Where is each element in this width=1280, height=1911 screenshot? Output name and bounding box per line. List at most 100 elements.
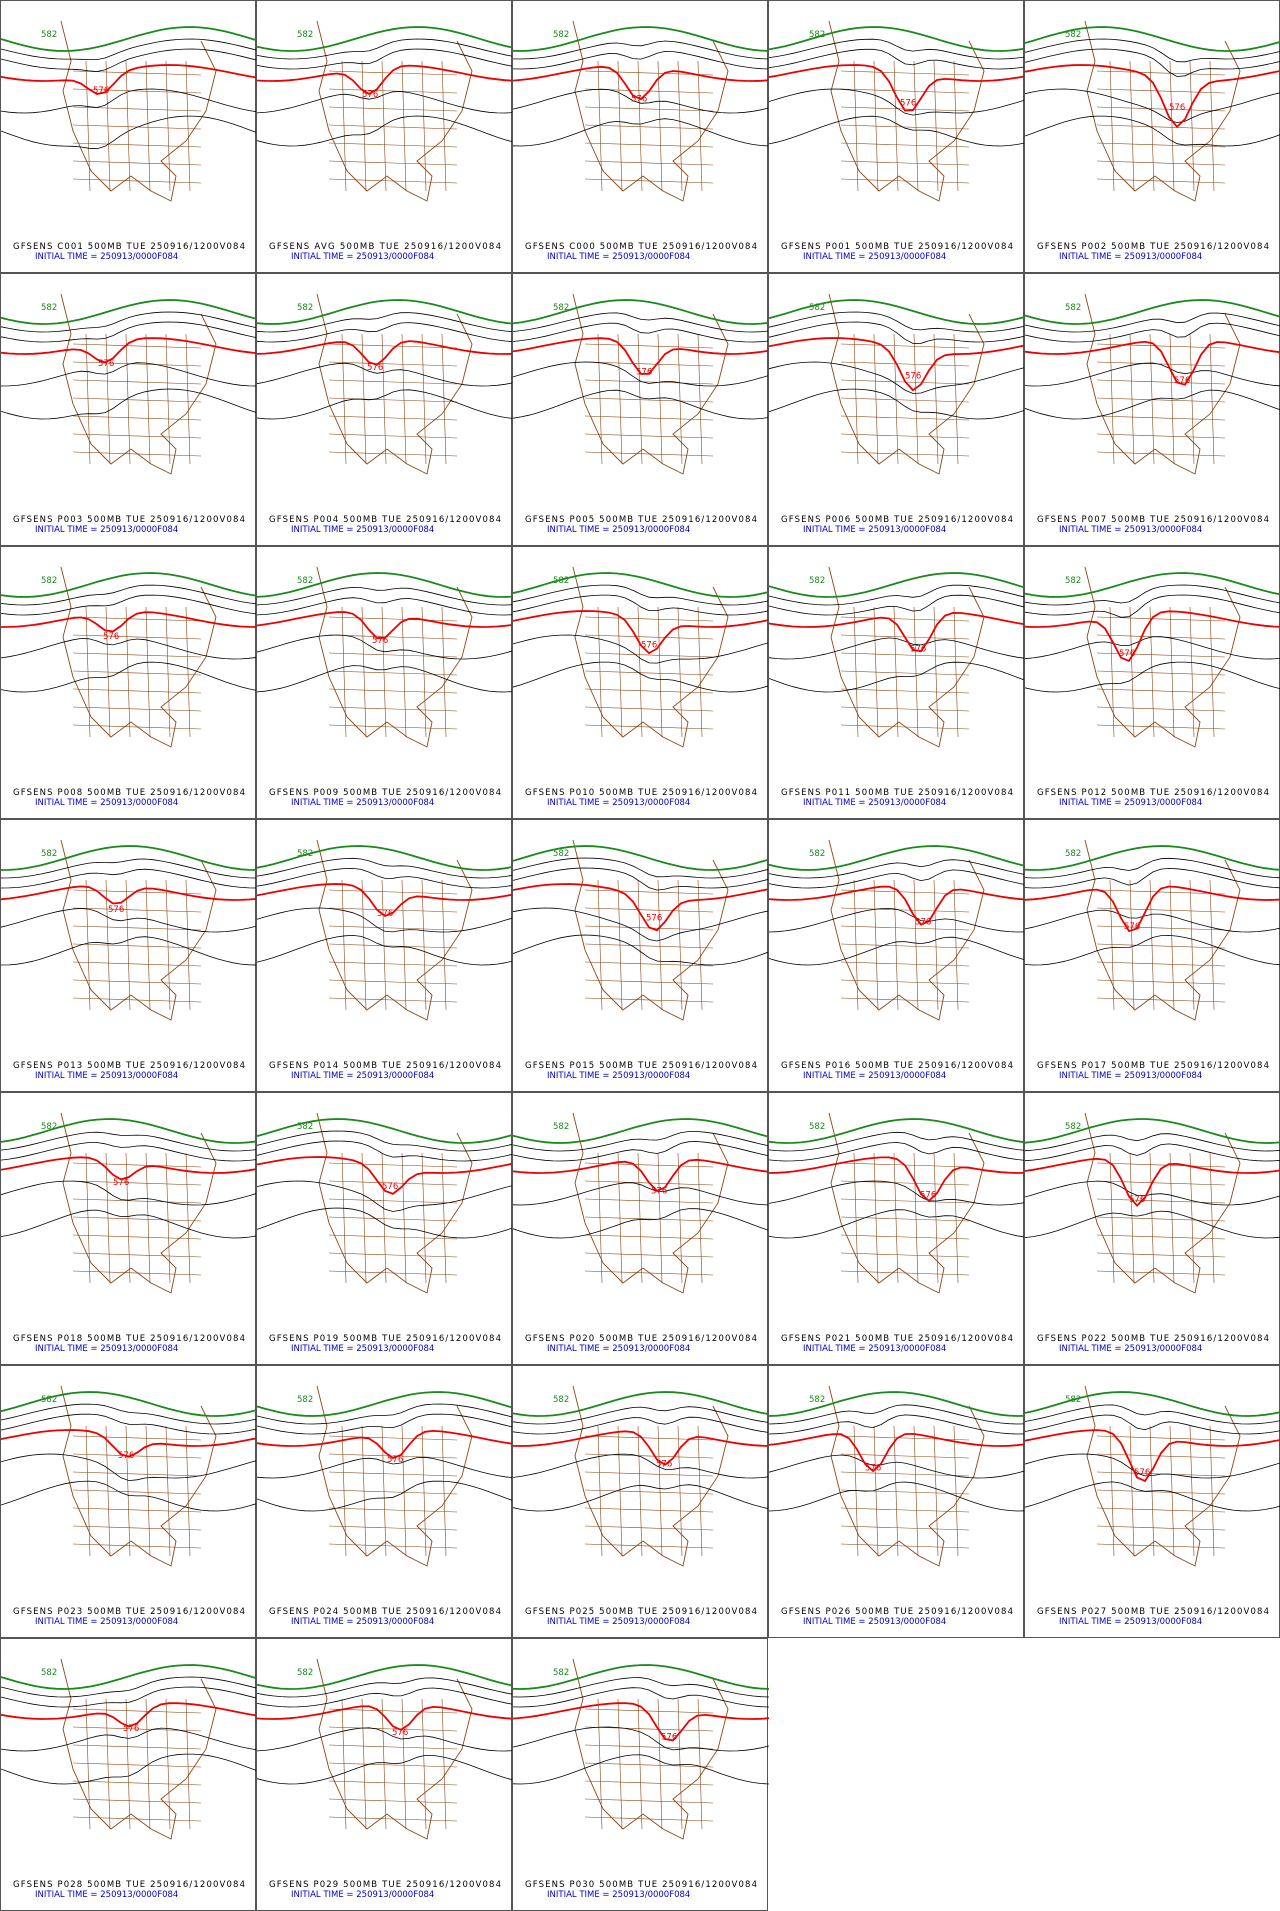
contour (1, 115, 257, 150)
state-border (1189, 606, 1195, 738)
contour (257, 1480, 513, 1512)
state-border (1096, 1180, 1226, 1186)
state-border (1129, 1425, 1135, 1557)
contour-label: 576 (631, 94, 647, 104)
state-border (637, 1152, 643, 1284)
contour-label: 582 (553, 30, 569, 40)
state-border (953, 1425, 959, 1557)
panel-title: GFSENS P016 500MB TUE 250916/1200V084 (781, 1061, 1013, 1071)
panel-title: GFSENS P005 500MB TUE 250916/1200V084 (525, 515, 757, 525)
contour-label: 582 (553, 1122, 569, 1132)
state-border (1096, 379, 1226, 385)
state-border (105, 1152, 111, 1284)
state-border (617, 879, 623, 1011)
state-border (840, 397, 970, 403)
state-border (341, 1698, 347, 1830)
state-border (441, 1698, 447, 1830)
contour-label: 582 (809, 849, 825, 859)
contour-label: 582 (809, 303, 825, 313)
state-border (328, 397, 458, 403)
ensemble-panel: 582 576 GFSENS P019 500MB TUE 250916/1200V… (256, 1092, 513, 1365)
contour-576 (1, 64, 257, 95)
contour (257, 312, 513, 333)
ensemble-panel: 582 576 GFSENS P012 500MB TUE 250916/1200V… (1024, 546, 1280, 819)
contour-582 (513, 1118, 769, 1144)
state-border (441, 60, 447, 192)
coastline (316, 566, 473, 748)
contour-582 (1025, 572, 1280, 598)
ensemble-panel: 582 576 GFSENS P011 500MB TUE 250916/1200V… (768, 546, 1025, 819)
panel-initial: INITIAL TIME = 250913/0000F084 (291, 525, 434, 535)
state-border (1096, 1435, 1226, 1441)
panel-title: GFSENS C001 500MB TUE 250916/1200V084 (13, 242, 245, 252)
state-border (328, 1744, 458, 1750)
ensemble-panel: 582 576 GFSENS P027 500MB TUE 250916/1200V… (1024, 1365, 1280, 1638)
panel-title: GFSENS P011 500MB TUE 250916/1200V084 (781, 788, 1013, 798)
map: 582 576 GFSENS P017 500MB TUE 250916/1200V… (1025, 839, 1280, 1081)
state-border (913, 1152, 919, 1284)
panel-initial: INITIAL TIME = 250913/0000F084 (35, 1890, 178, 1900)
contour-582 (257, 572, 513, 598)
map: 582 576 GFSENS P001 500MB TUE 250916/1200V… (769, 20, 1025, 262)
state-border (361, 1152, 367, 1284)
state-border (933, 333, 939, 465)
contour (1025, 38, 1280, 63)
contour-576 (769, 885, 1025, 926)
contour (513, 1406, 769, 1425)
panel-title: GFSENS P019 500MB TUE 250916/1200V084 (269, 1334, 501, 1344)
state-border (697, 60, 703, 192)
state-border (597, 1152, 603, 1284)
contour (257, 934, 513, 966)
state-border (328, 670, 458, 676)
contour-582 (257, 1391, 513, 1417)
contour-582 (513, 299, 769, 325)
state-border (584, 1798, 714, 1804)
state-border (584, 979, 714, 985)
state-border (125, 1698, 131, 1830)
state-border (584, 1453, 714, 1459)
panel-initial: INITIAL TIME = 250913/0000F084 (291, 1071, 434, 1081)
contour-label: 582 (809, 30, 825, 40)
panel-initial: INITIAL TIME = 250913/0000F084 (1059, 1344, 1202, 1354)
state-border (401, 333, 407, 465)
state-border (840, 616, 970, 622)
state-border (72, 652, 202, 658)
contour-582 (1, 299, 257, 325)
contour (1025, 1180, 1280, 1206)
ensemble-panel: 582 576 GFSENS P025 500MB TUE 250916/1200V… (512, 1365, 769, 1638)
coastline (1084, 1112, 1241, 1294)
state-border (185, 60, 191, 192)
panel-initial: INITIAL TIME = 250913/0000F084 (291, 1890, 434, 1900)
state-border (584, 907, 714, 913)
state-border (913, 1425, 919, 1557)
coastline (828, 293, 985, 475)
state-border (185, 1152, 191, 1284)
contour (1, 1180, 257, 1206)
state-border (697, 1698, 703, 1830)
panel-initial: INITIAL TIME = 250913/0000F084 (547, 1617, 690, 1627)
state-border (421, 333, 427, 465)
contour (257, 1727, 513, 1752)
map: 582 576 GFSENS P012 500MB TUE 250916/1200V… (1025, 566, 1280, 808)
contour (1025, 362, 1280, 387)
contour (257, 389, 513, 420)
contour (1025, 88, 1280, 124)
contour-576 (1, 885, 257, 905)
state-border (72, 1435, 202, 1441)
contour-label: 576 (1119, 649, 1135, 659)
state-border (597, 1425, 603, 1557)
panel-initial: INITIAL TIME = 250913/0000F084 (35, 1071, 178, 1081)
state-border (584, 634, 714, 640)
map: 582 576 GFSENS P003 500MB TUE 250916/1200V… (1, 293, 257, 535)
map: 582 576 GFSENS P018 500MB TUE 250916/1200V… (1, 1112, 257, 1354)
state-border (584, 1708, 714, 1714)
panel-initial: INITIAL TIME = 250913/0000F084 (291, 1617, 434, 1627)
state-border (840, 1471, 970, 1477)
state-border (72, 1762, 202, 1768)
state-border (328, 1816, 458, 1822)
state-border (1109, 879, 1115, 1011)
state-border (328, 1198, 458, 1204)
contour-576 (1025, 610, 1280, 663)
map: 582 576 GFSENS P008 500MB TUE 250916/1200V… (1, 566, 257, 808)
state-border (1096, 1162, 1226, 1168)
